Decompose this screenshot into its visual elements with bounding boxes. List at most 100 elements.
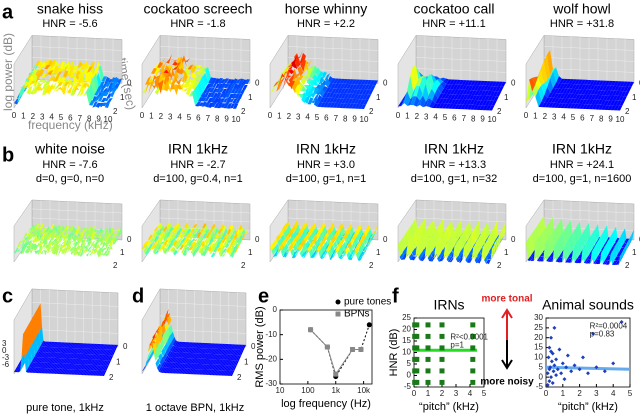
annotation: more tonal [481,294,532,305]
arrow-up [502,310,512,340]
x-axis-label: “pitch” (kHz) [419,401,479,413]
freq-tick-label: 6 [580,114,585,123]
panel-title: IRN 1kHz [424,141,484,157]
freq-tick-label: 10 [616,115,625,124]
panel-letter: b [2,144,14,166]
hnr-label: HNR = +3.0 [297,159,355,171]
point [547,355,551,359]
time-tick-label: 0 [123,342,128,351]
freq-tick-label: 3 [168,112,173,121]
freq-tick-label: 8 [343,114,348,123]
x-tick-label: 1 [561,389,566,398]
time-tick-label: 1 [376,248,381,257]
params-label: d=100, g=1, n=1 [286,173,366,185]
y-tick-label: 20 [534,333,543,342]
point [547,346,551,350]
y-tick-label: 0 [407,371,412,380]
freq-tick-label: 2 [31,112,36,121]
x-tick-label: 4 [468,389,473,398]
y-tick-label: 15 [402,336,411,345]
point [470,357,475,362]
point [426,345,431,350]
panel-letter: d [132,285,144,307]
x-tick-label: 0 [412,389,417,398]
freq-tick-label: 10 [104,115,113,124]
freq-tick-label: 7 [78,114,83,123]
stat-label: p=1 [450,340,464,349]
point [308,327,313,332]
y-tick-label: 0 [273,305,278,314]
panel-title: snake hiss [37,1,103,17]
point [552,369,556,373]
x-axis-label: “pitch” (kHz) [558,401,618,413]
point [562,377,566,381]
y-tick-label: -20 [265,354,277,363]
freq-tick-label: 8 [471,114,476,123]
caption: pure tone, 1kHz [26,402,104,414]
caption: 1 octave BPN, 1kHz [146,402,244,414]
point [549,336,553,340]
freq-tick-label: 4 [49,113,54,122]
point [440,334,445,339]
point [336,300,341,305]
point [414,334,419,339]
panel-title: wolf howl [552,1,611,17]
arrow-down [502,340,512,368]
freq-tick-label: 5 [443,113,448,122]
point [426,357,431,362]
time-tick-label: 1 [244,358,249,367]
annotation: more noisy [480,377,534,388]
y-tick-label: 25 [402,313,411,322]
power-tick-label: -6 [2,360,10,369]
time-tick-label: 1 [632,248,637,257]
point [426,334,431,339]
chart-title: Animal sounds [542,297,634,313]
point [426,368,431,373]
freq-tick-label: 9 [480,115,485,124]
point [440,368,445,373]
point [470,322,475,327]
freq-tick-label: 0 [396,111,401,120]
freq-tick-label: 1 [277,112,282,121]
side-wall [14,35,32,108]
y-tick-label: 5 [539,362,544,371]
point [358,347,363,352]
panel-title: IRN 1kHz [296,141,356,157]
x-tick-label: 10k [357,386,371,395]
time-tick-label: 0 [127,79,132,88]
freq-tick-label: 7 [590,114,595,123]
params-label: d=0, g=0, n=0 [36,173,104,185]
freq-tick-label: 6 [324,114,329,123]
freq-tick-label: 5 [315,113,320,122]
point [569,369,573,373]
x-tick-label: 5 [482,389,487,398]
panel-letter: e [258,285,269,307]
y-axis-label: HNR (dB) [388,329,400,377]
time-tick-label: 0 [511,79,516,88]
panel-title: white noise [34,141,105,157]
y-tick-label: -5 [536,382,544,391]
x-tick-label: 2 [440,389,445,398]
point [611,361,615,365]
freq-tick-label: 7 [462,114,467,123]
freq-tick-label: 3 [552,112,557,121]
freq-tick-label: 4 [433,113,438,122]
point [552,326,556,330]
freq-tick-label: 1 [533,112,538,121]
freq-tick-label: 3 [296,112,301,121]
x-tick-label: 1 [426,389,431,398]
time-tick-label: 0 [511,235,516,244]
point [549,375,553,379]
freq-tick-label: 0 [268,111,273,120]
freq-tick-label: 4 [561,113,566,122]
point [470,368,475,373]
point [414,322,419,327]
point [440,322,445,327]
point [561,361,565,365]
point [367,322,372,327]
point [426,380,431,385]
y-tick-label: 10 [402,348,411,357]
point [470,345,475,350]
y-tick-label: -30 [265,379,277,388]
